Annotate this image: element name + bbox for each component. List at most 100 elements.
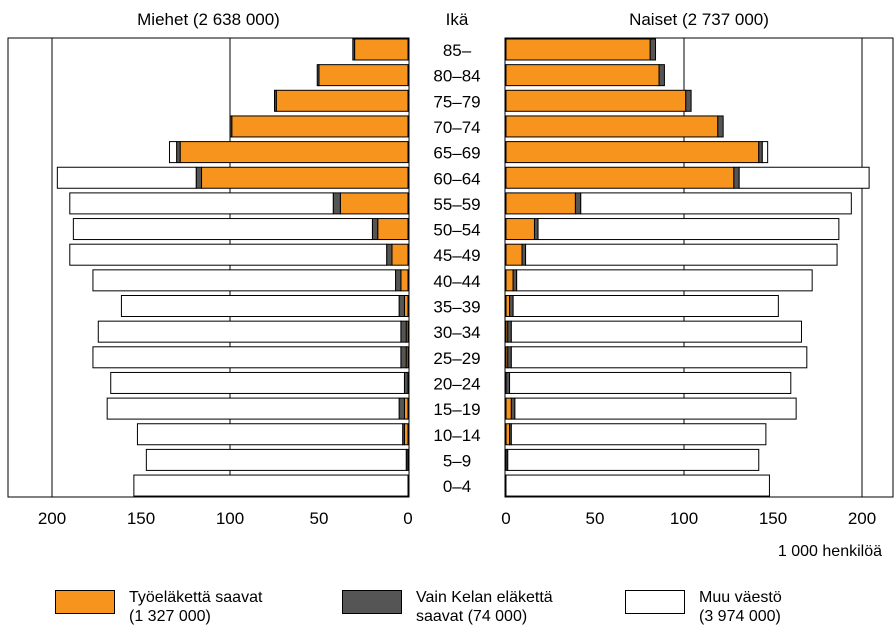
age-category-label: 65–69 — [433, 144, 480, 163]
age-category-label: 75–79 — [433, 92, 480, 111]
men-x-tick-label: 50 — [310, 509, 329, 528]
women-kela-pension-bar — [521, 243, 527, 266]
women-earnings-pension-bar — [505, 166, 735, 189]
legend-item-earnings-pension: Työeläkettä saavat (1 327 000) — [55, 588, 262, 626]
age-category-label: 85– — [443, 41, 472, 60]
women-earnings-pension-bar — [505, 141, 760, 164]
women-other-population-bar — [507, 448, 760, 471]
women-earnings-pension-bar — [505, 397, 512, 420]
men-earnings-pension-bar — [377, 218, 409, 241]
men-kela-pension-bar — [195, 166, 203, 189]
women-earnings-pension-bar — [505, 38, 651, 61]
men-earnings-pension-bar — [231, 115, 409, 138]
women-x-tick-label: 50 — [586, 509, 605, 528]
men-other-population-bar — [168, 141, 178, 164]
men-kela-pension-bar — [176, 141, 181, 164]
men-other-population-bar — [92, 346, 402, 369]
women-kela-pension-bar — [717, 115, 724, 138]
legend-swatch-earnings-pension — [55, 590, 115, 614]
age-category-label: 70–74 — [433, 118, 480, 137]
age-category-label: 55–59 — [433, 195, 480, 214]
men-other-population-bar — [133, 474, 409, 497]
women-earnings-pension-bar — [505, 192, 576, 215]
women-other-population-bar — [516, 269, 813, 292]
men-kela-pension-bar — [395, 269, 402, 292]
men-kela-pension-bar — [400, 346, 407, 369]
women-kela-pension-bar — [509, 295, 514, 317]
men-earnings-pension-bar — [354, 38, 409, 61]
age-category-label: 30–34 — [433, 323, 480, 342]
men-kela-pension-bar — [316, 64, 320, 87]
age-category-label: 5–9 — [443, 451, 471, 470]
men-earnings-pension-bar — [318, 64, 409, 87]
men-x-tick-label: 150 — [127, 509, 155, 528]
legend-item-other-population: Muu väestö (3 974 000) — [625, 588, 782, 626]
men-kela-pension-bar — [274, 89, 277, 112]
age-category-label: 35–39 — [433, 298, 480, 317]
women-earnings-pension-bar — [505, 423, 511, 446]
men-other-population-bar — [72, 218, 373, 241]
age-category-label: 50–54 — [433, 221, 480, 240]
age-category-label: 80–84 — [433, 67, 480, 86]
women-kela-pension-bar — [685, 89, 692, 112]
men-kela-pension-bar — [332, 192, 341, 215]
men-earnings-pension-bar — [201, 166, 409, 189]
men-kela-pension-bar — [398, 295, 405, 317]
men-kela-pension-bar — [398, 397, 405, 420]
men-kela-pension-bar — [229, 115, 233, 138]
women-x-tick-label: 0 — [501, 509, 510, 528]
legend-label-line: (1 327 000) — [129, 608, 211, 625]
women-kela-pension-bar — [658, 64, 665, 87]
men-other-population-bar — [120, 295, 400, 317]
women-earnings-pension-bar — [505, 115, 719, 138]
age-category-label: 60–64 — [433, 169, 480, 188]
men-panel-title: Miehet (2 638 000) — [137, 10, 280, 29]
women-kela-pension-bar — [507, 320, 512, 343]
age-category-label: 25–29 — [433, 349, 480, 368]
women-earnings-pension-bar — [505, 64, 660, 87]
legend-label-line: saavat (74 000) — [416, 608, 528, 625]
men-other-population-bar — [106, 397, 400, 420]
men-earnings-pension-bar — [391, 243, 409, 266]
legend-label-line: (3 974 000) — [699, 608, 781, 625]
men-other-population-bar — [92, 269, 397, 292]
women-earnings-pension-bar — [505, 218, 535, 241]
women-other-population-bar — [510, 423, 767, 446]
men-other-population-bar — [110, 371, 405, 394]
men-kela-pension-bar — [403, 371, 409, 394]
women-kela-pension-bar — [505, 371, 511, 394]
men-x-tick-label: 0 — [403, 509, 412, 528]
women-kela-pension-bar — [510, 397, 516, 420]
women-kela-pension-bar — [733, 166, 740, 189]
men-other-population-bar — [69, 243, 388, 266]
women-x-tick-label: 100 — [670, 509, 698, 528]
women-kela-pension-bar — [507, 346, 512, 369]
men-kela-pension-bar — [400, 320, 407, 343]
men-x-tick-label: 100 — [216, 509, 244, 528]
men-earnings-pension-bar — [179, 141, 409, 164]
legend-item-kela-pension: Vain Kelan eläkettä saavat (74 000) — [342, 588, 553, 626]
women-panel-title: Naiset (2 737 000) — [629, 10, 769, 29]
legend-swatch-kela-pension — [342, 590, 402, 614]
men-earnings-pension-bar — [403, 423, 409, 446]
men-other-population-bar — [97, 320, 402, 343]
men-earnings-pension-bar — [403, 295, 409, 317]
women-earnings-pension-bar — [505, 89, 687, 112]
men-x-tick-label: 200 — [38, 509, 66, 528]
women-other-population-bar — [510, 346, 808, 369]
men-other-population-bar — [69, 192, 334, 215]
women-earnings-pension-bar — [505, 269, 514, 292]
x-axis-unit-label: 1 000 henkilöä — [778, 543, 882, 560]
women-other-population-bar — [509, 371, 792, 394]
women-plot-frame — [504, 37, 894, 498]
men-earnings-pension-bar — [339, 192, 409, 215]
women-x-tick-label: 150 — [759, 509, 787, 528]
age-category-label: 20–24 — [433, 374, 480, 393]
women-earnings-pension-bar — [505, 243, 523, 266]
women-kela-pension-bar — [533, 218, 539, 241]
age-axis-title: Ikä — [446, 10, 469, 29]
men-kela-pension-bar — [371, 218, 379, 241]
women-kela-pension-bar — [649, 38, 657, 61]
